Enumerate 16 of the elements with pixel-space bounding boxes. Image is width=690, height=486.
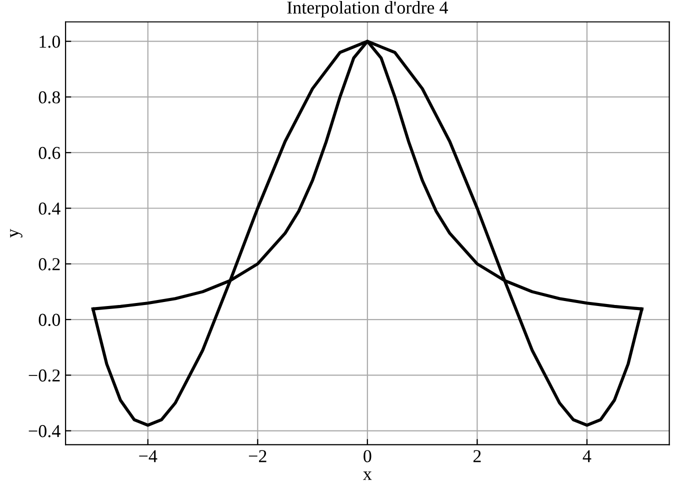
y-tick-label: −0.2 (28, 369, 60, 382)
y-tick-label: 1.0 (40, 36, 60, 48)
y-tick-label: 0.0 (38, 314, 60, 326)
x-axis-title: x (363, 472, 372, 480)
x-tick-label: 4 (582, 450, 592, 462)
y-tick-label: 0.6 (38, 146, 60, 160)
y-tick-label: 0.4 (38, 202, 60, 215)
x-tick-label: −4 (139, 450, 158, 462)
chart-title: Interpolation d'ordre 4 (287, 1, 448, 18)
y-tick-label: −0.4 (28, 425, 60, 438)
x-tick-label: 2 (473, 450, 481, 462)
x-tick-label: −2 (248, 450, 266, 462)
y-axis-title: y (10, 228, 22, 238)
y-tick-label: 0.8 (38, 91, 60, 104)
y-tick-label: 0.2 (38, 258, 60, 270)
x-tick-label: 0 (364, 450, 372, 462)
